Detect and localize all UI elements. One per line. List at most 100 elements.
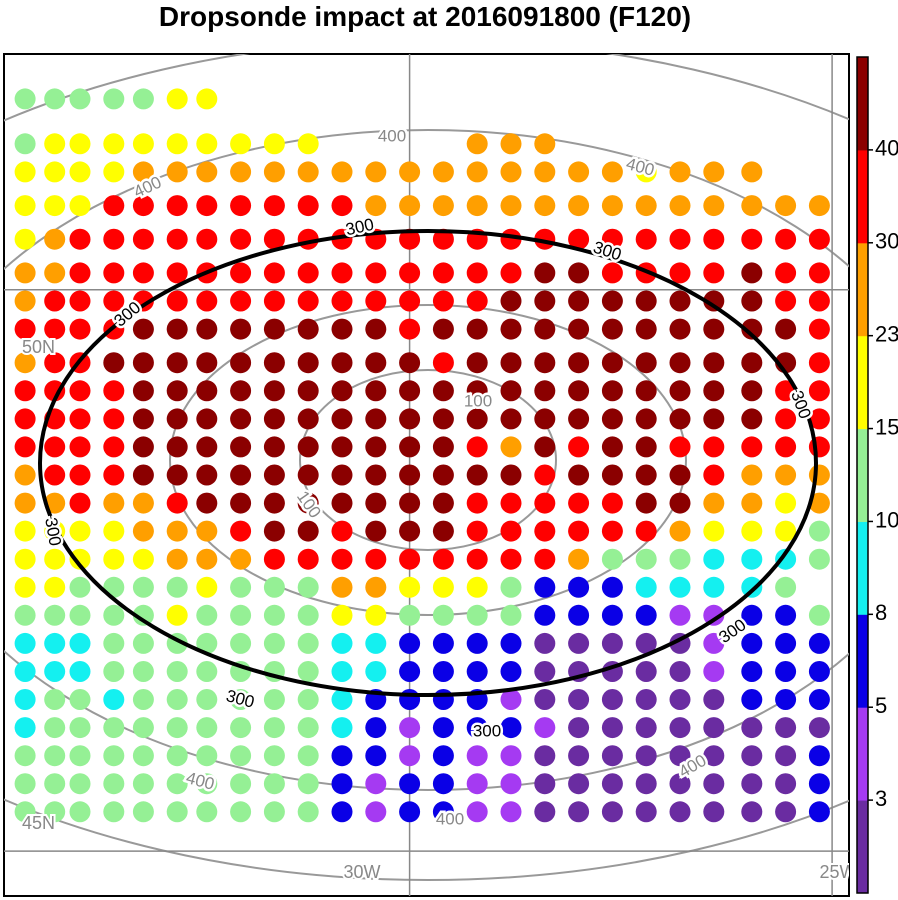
impact-point <box>466 380 488 402</box>
impact-point <box>601 604 623 626</box>
impact-point <box>44 464 66 486</box>
impact-point <box>103 548 125 570</box>
impact-point <box>196 88 218 110</box>
impact-point <box>14 228 36 250</box>
impact-point <box>166 745 188 767</box>
impact-point <box>263 318 285 340</box>
impact-point <box>669 801 691 823</box>
impact-point <box>808 520 830 542</box>
impact-point <box>775 689 797 710</box>
impact-point <box>297 408 319 430</box>
impact-point <box>432 717 454 739</box>
impact-point <box>14 464 36 486</box>
impact-point <box>196 520 218 542</box>
impact-point <box>132 464 154 486</box>
impact-point <box>365 548 387 570</box>
impact-point <box>103 290 125 312</box>
impact-point <box>432 464 454 486</box>
impact-point <box>103 88 125 110</box>
impact-point <box>808 408 830 430</box>
impact-point <box>568 318 590 340</box>
impact-point <box>703 717 725 739</box>
impact-point <box>14 520 36 542</box>
impact-point <box>297 520 319 542</box>
impact-point <box>808 548 830 570</box>
impact-point <box>669 661 691 682</box>
impact-point <box>44 576 66 598</box>
impact-point <box>601 520 623 542</box>
impact-point <box>365 717 387 739</box>
impact-point <box>44 133 66 155</box>
impact-point <box>69 408 91 430</box>
impact-point <box>132 88 154 110</box>
impact-point <box>500 492 522 514</box>
impact-point <box>69 548 91 570</box>
impact-point <box>263 520 285 542</box>
impact-point <box>230 133 252 155</box>
impact-point <box>741 689 763 710</box>
impact-point <box>775 520 797 542</box>
impact-point <box>399 436 421 458</box>
impact-point <box>669 290 691 312</box>
impact-point <box>103 161 125 183</box>
impact-point <box>635 290 657 312</box>
impact-point <box>635 352 657 374</box>
impact-point <box>365 318 387 340</box>
impact-point <box>230 318 252 340</box>
chart-title: Dropsonde impact at 2016091800 (F120) <box>158 1 692 32</box>
impact-point <box>534 745 556 767</box>
impact-point <box>331 773 353 795</box>
impact-point <box>432 380 454 402</box>
impact-point <box>635 801 657 823</box>
impact-point <box>432 689 454 710</box>
colorbar-segment <box>857 521 868 615</box>
impact-point <box>500 717 522 739</box>
impact-point <box>297 689 319 710</box>
impact-point <box>132 689 154 710</box>
impact-point <box>297 632 319 654</box>
impact-point <box>466 161 488 183</box>
impact-point <box>69 436 91 458</box>
impact-point <box>263 632 285 654</box>
impact-point <box>69 380 91 402</box>
impact-point <box>331 195 353 217</box>
impact-point <box>741 745 763 767</box>
impact-point <box>230 492 252 514</box>
impact-point <box>44 717 66 739</box>
impact-point <box>635 548 657 570</box>
impact-point <box>14 133 36 155</box>
impact-point <box>534 717 556 739</box>
impact-point <box>365 464 387 486</box>
impact-point <box>635 632 657 654</box>
impact-point <box>568 520 590 542</box>
impact-point <box>601 380 623 402</box>
impact-point <box>568 717 590 739</box>
impact-point <box>635 576 657 598</box>
impact-point <box>263 133 285 155</box>
impact-point <box>808 352 830 374</box>
impact-point <box>808 801 830 823</box>
impact-point <box>331 548 353 570</box>
impact-point <box>44 88 66 110</box>
impact-point <box>196 548 218 570</box>
impact-point <box>635 464 657 486</box>
impact-point <box>44 318 66 340</box>
impact-point <box>331 632 353 654</box>
impact-point <box>230 576 252 598</box>
impact-point <box>297 380 319 402</box>
impact-point <box>669 576 691 598</box>
impact-point <box>132 576 154 598</box>
colorbar-tick-label: 23 <box>875 321 898 346</box>
colorbar-tick-label: 15 <box>875 414 898 439</box>
impact-point <box>500 380 522 402</box>
impact-point <box>703 380 725 402</box>
impact-point <box>103 195 125 217</box>
impact-point <box>69 689 91 710</box>
impact-point <box>44 632 66 654</box>
impact-point <box>741 318 763 340</box>
impact-point <box>703 228 725 250</box>
impact-point <box>466 195 488 217</box>
impact-point <box>14 290 36 312</box>
impact-point <box>263 801 285 823</box>
impact-point <box>703 661 725 682</box>
